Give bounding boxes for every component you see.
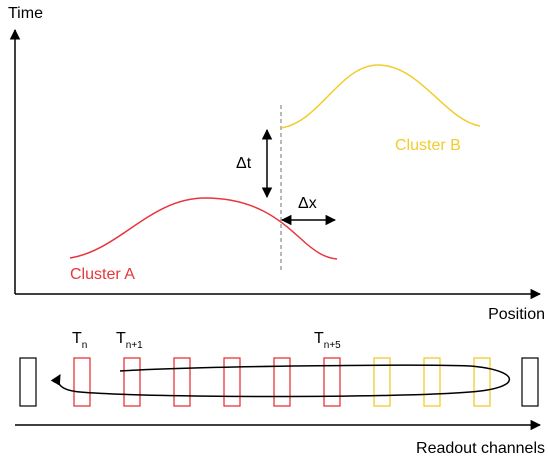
readout-channel-7 xyxy=(323,357,341,407)
channel-row xyxy=(19,357,539,407)
readout-channel-10 xyxy=(473,357,491,407)
delta-t-label: Δt xyxy=(236,155,252,172)
cluster-b-curve xyxy=(280,64,481,129)
readout-channel-6 xyxy=(273,357,291,407)
readout-channel-9 xyxy=(423,357,441,407)
cluster-b-label: Cluster B xyxy=(395,137,461,154)
readout-channel-3 xyxy=(123,357,141,407)
readout-axis-label: Readout channels xyxy=(416,440,545,457)
cluster-a-label: Cluster A xyxy=(70,266,135,283)
y-axis-label: Time xyxy=(8,5,43,22)
readout-channel-1 xyxy=(19,357,37,407)
readout-channel-2 xyxy=(73,357,91,407)
delta-x-label: Δx xyxy=(298,195,317,212)
cluster-a-curve xyxy=(69,197,338,260)
readout-channel-8 xyxy=(373,357,391,407)
readout-channel-11 xyxy=(521,357,539,407)
readout-channel-4 xyxy=(173,357,191,407)
channel-label-tn: Tn xyxy=(72,330,87,351)
channel-label-tn1: Tn+1 xyxy=(116,330,143,351)
x-axis-label: Position xyxy=(488,306,545,323)
channel-label-tn5: Tn+5 xyxy=(314,330,341,351)
readout-channel-5 xyxy=(223,357,241,407)
readout-loop xyxy=(50,364,511,398)
